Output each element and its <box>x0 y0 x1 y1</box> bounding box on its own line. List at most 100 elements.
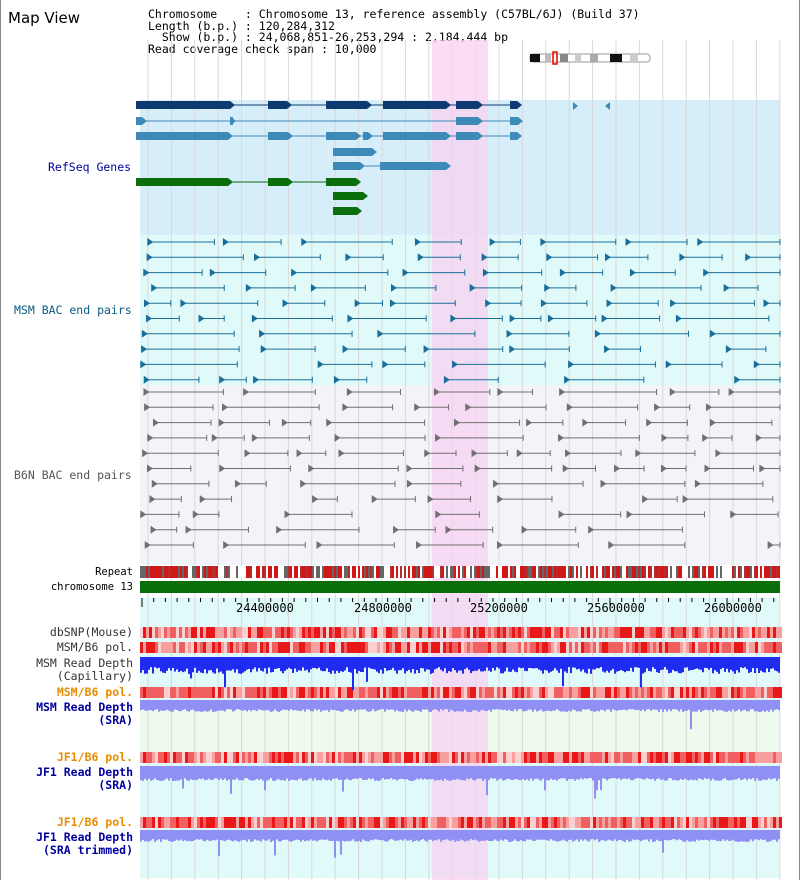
jf1-b6-pol-strip-2 <box>179 817 182 828</box>
jf1-depth-sra-bar <box>208 766 210 779</box>
msm-b6-pol-sra-strip <box>647 687 650 698</box>
jf1-depth-sra-bar <box>700 766 702 780</box>
gene-exon <box>383 101 446 109</box>
msm-b6-pol-sra-strip <box>707 687 710 698</box>
jf1-b6-pol-strip-2 <box>755 817 758 828</box>
jf1-depth-sra-bar <box>350 766 352 781</box>
repeat-mark <box>366 566 368 578</box>
msm-depth-sra-bar <box>724 700 726 712</box>
jf1-b6-pol-strip-2 <box>779 817 782 828</box>
jf1-depth-trimmed-bar <box>692 830 694 842</box>
jf1-depth-sra-bar <box>210 766 212 780</box>
dbsnp-strip <box>287 627 290 638</box>
gene-exon <box>136 101 230 109</box>
repeat-mark <box>510 566 512 578</box>
jf1-depth-trimmed-bar <box>552 830 554 841</box>
selected-region-highlight[interactable] <box>432 40 488 880</box>
msm-b6-pol-strip <box>671 642 674 653</box>
jf1-depth-trimmed-bar <box>734 830 736 842</box>
msm-depth-capillary-bar <box>194 657 196 668</box>
jf1-b6-pol-strip-2 <box>734 817 737 828</box>
jf1-depth-trimmed-bar <box>172 830 174 842</box>
msm-depth-capillary-bar <box>570 657 572 674</box>
dbsnp-strip <box>320 627 323 638</box>
jf1-depth-trimmed-bar <box>242 830 244 841</box>
b6n-bac-pair-end <box>694 479 701 488</box>
jf1-depth-sra-bar <box>622 766 624 779</box>
b6n-bac-pair-end <box>312 495 319 504</box>
msm-b6-pol-strip <box>629 642 632 653</box>
dbsnp-strip <box>236 627 239 638</box>
dbsnp-strip <box>242 627 245 638</box>
msm-b6-pol-strip <box>398 642 401 653</box>
jf1-depth-sra-bar <box>702 766 704 780</box>
jf1-depth-sra-bar <box>272 766 274 781</box>
jf1-depth-trimmed-bar <box>434 830 436 841</box>
msm-b6-pol-strip <box>335 642 338 653</box>
msm-bac-pair-end <box>345 253 352 262</box>
jf1-b6-pol-strip <box>614 752 617 763</box>
b6n-bac-pair-end <box>465 403 472 412</box>
repeat-mark <box>306 566 308 578</box>
msm-b6-pol-strip <box>695 642 698 653</box>
track-label-refseq[interactable]: RefSeq Genes <box>48 160 132 174</box>
dbsnp-strip <box>515 627 518 638</box>
jf1-depth-sra-bar <box>764 766 766 780</box>
msm-depth-capillary-bar <box>694 657 696 670</box>
frame-left <box>0 0 1 880</box>
jf1-depth-sra-bar <box>186 766 188 781</box>
msm-depth-capillary-bar <box>270 657 272 673</box>
track-label-b6n-bac[interactable]: B6N BAC end pairs <box>14 468 132 482</box>
repeat-mark <box>532 566 534 578</box>
dbsnp-strip <box>293 627 296 638</box>
gene-exon <box>333 207 357 215</box>
msm-b6-pol-sra-strip <box>452 687 455 698</box>
jf1-b6-pol-strip <box>611 752 614 763</box>
repeat-mark <box>626 566 628 578</box>
repeat-mark <box>208 566 210 578</box>
jf1-depth-trimmed-bar <box>538 830 540 840</box>
msm-b6-pol-strip <box>698 642 701 653</box>
jf1-b6-pol-strip-2 <box>614 817 617 828</box>
jf1-depth-trimmed-bar <box>260 830 262 842</box>
jf1-depth-trimmed-bar <box>600 830 602 841</box>
jf1-b6-pol-strip <box>740 752 743 763</box>
repeat-mark <box>354 566 356 578</box>
msm-b6-pol-sra-strip <box>221 687 224 698</box>
jf1-depth-sra-bar <box>262 766 264 781</box>
msm-depth-sra-bar <box>604 700 606 712</box>
jf1-b6-pol-strip-2 <box>539 817 542 828</box>
dbsnp-strip <box>407 627 410 638</box>
jf1-depth-trimmed-bar <box>192 830 194 842</box>
msm-depth-sra-bar <box>282 700 284 710</box>
jf1-depth-sra-bar <box>162 766 164 781</box>
msm-b6-pol-strip <box>266 642 269 653</box>
dbsnp-strip <box>392 627 395 638</box>
msm-depth-capillary-bar <box>716 657 718 672</box>
jf1-b6-pol-strip <box>686 752 689 763</box>
jf1-depth-trimmed-bar <box>182 830 184 842</box>
jf1-depth-sra-bar <box>316 766 318 781</box>
jf1-depth-trimmed-bar <box>426 830 428 842</box>
msm-bac-pair-end <box>540 299 547 308</box>
jf1-depth-trimmed-bar <box>418 830 420 842</box>
msm-depth-capillary-bar <box>434 657 436 670</box>
msm-depth-capillary-bar <box>560 657 562 669</box>
jf1-depth-trimmed-bar <box>726 830 728 840</box>
msm-depth-sra-bar <box>522 700 524 712</box>
repeat-mark <box>204 566 206 578</box>
repeat-mark <box>390 566 392 578</box>
track-label-msm-bac[interactable]: MSM BAC end pairs <box>14 303 132 317</box>
msm-depth-capillary-bar <box>422 657 424 669</box>
repeat-mark <box>680 566 682 578</box>
repeat-mark <box>188 566 190 578</box>
msm-depth-capillary-bar <box>712 657 714 674</box>
msm-depth-sra-bar <box>332 700 334 711</box>
jf1-depth-trimmed-bar <box>700 830 702 840</box>
jf1-depth-sra-bar <box>258 766 260 780</box>
msm-b6-pol-sra-strip <box>200 687 203 698</box>
repeat-mark <box>356 566 358 578</box>
jf1-b6-pol-strip <box>467 752 470 763</box>
